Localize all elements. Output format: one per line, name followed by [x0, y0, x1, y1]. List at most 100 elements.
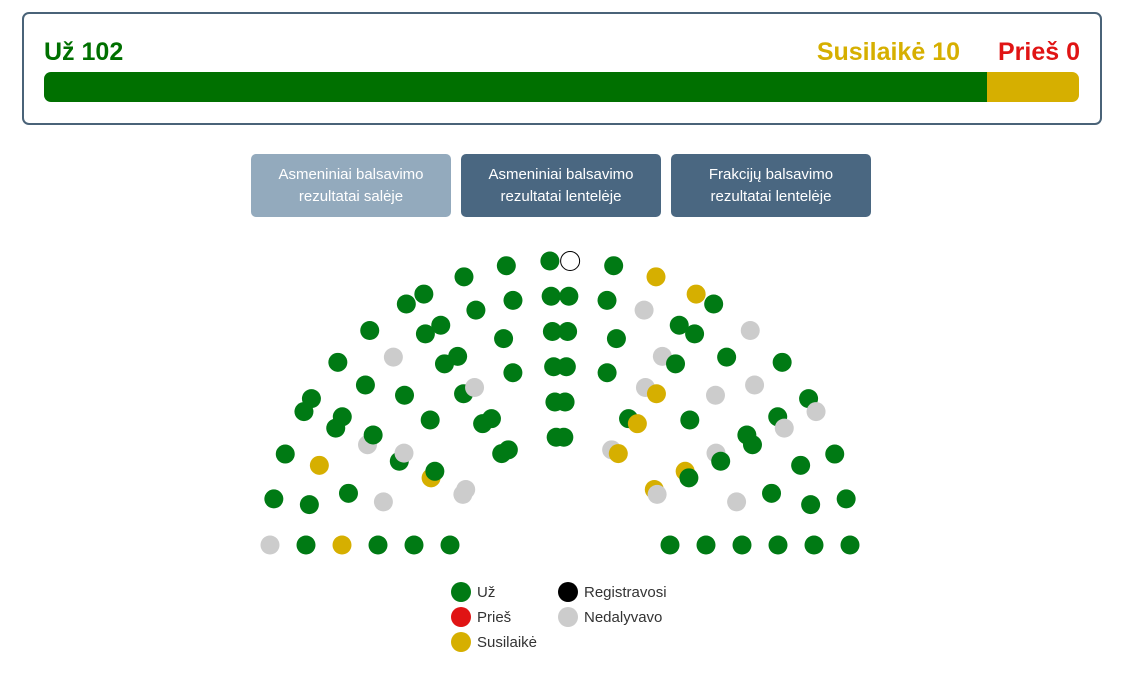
legend-swatch: [451, 607, 471, 627]
seat: [373, 492, 393, 512]
seat: [368, 535, 388, 555]
seat: [774, 418, 794, 438]
against-label: Prieš 0: [998, 38, 1080, 67]
seat: [299, 495, 319, 515]
legend-label: Registravosi: [584, 583, 667, 601]
seat: [383, 347, 403, 367]
seat: [804, 535, 824, 555]
legend-item: Susilaikė: [451, 632, 537, 652]
label: Prieš: [997, 38, 1060, 66]
legend-label: Nedalyvavo: [584, 608, 663, 626]
seat: [669, 315, 689, 335]
seat: [666, 354, 686, 374]
legend-swatch: [558, 582, 578, 602]
seat: [420, 410, 440, 430]
seat: [768, 535, 788, 555]
seat: [634, 300, 654, 320]
button[interactable]: Asmeniniai balsavimo rezultatai lentelėj…: [461, 154, 661, 217]
abstain-label: Susilaikė 10: [817, 38, 960, 67]
seat: [541, 286, 561, 306]
seat: [503, 290, 523, 310]
seat: [806, 402, 826, 422]
seat: [260, 535, 280, 555]
seat: [332, 407, 352, 427]
button[interactable]: Frakcijų balsavimo rezultatai lentelėje: [671, 154, 871, 217]
seat: [332, 535, 352, 555]
legend-swatch: [558, 607, 578, 627]
value: 10: [932, 38, 960, 66]
seat: [705, 385, 725, 405]
label: Susilaikė: [816, 38, 926, 66]
seat: [647, 484, 667, 504]
seat: [503, 363, 523, 383]
bar-segment: [986, 72, 1079, 102]
seat: [494, 329, 514, 349]
seat: [414, 284, 434, 304]
seat: [836, 489, 856, 509]
seat: [556, 357, 576, 377]
seat: [481, 409, 501, 429]
seat: [745, 375, 765, 395]
seat: [597, 290, 617, 310]
seat: [627, 414, 647, 434]
seat: [394, 443, 414, 463]
seat: [431, 315, 451, 335]
bar-segment: [44, 72, 987, 102]
seat: [685, 324, 705, 344]
seat: [396, 294, 416, 314]
seat: [466, 300, 486, 320]
seat: [338, 483, 358, 503]
seat: [680, 410, 700, 430]
legend-item: Registravosi: [558, 582, 667, 602]
seat: [560, 250, 581, 271]
seat: [360, 321, 380, 341]
value: 0: [1066, 38, 1080, 66]
seat: [772, 352, 792, 372]
legend-label: Susilaikė: [477, 633, 538, 651]
seat: [604, 256, 624, 276]
seat: [732, 535, 752, 555]
label: Už: [44, 38, 75, 66]
seat: [606, 329, 626, 349]
seat: [440, 535, 460, 555]
seat: [454, 267, 474, 287]
legend-item: Prieš: [451, 607, 511, 627]
legend-swatch: [451, 582, 471, 602]
seat: [309, 455, 329, 475]
seat: [597, 363, 617, 383]
seat: [301, 389, 321, 409]
seat: [542, 321, 562, 341]
seat: [425, 461, 445, 481]
seat: [704, 294, 724, 314]
value: 102: [81, 38, 124, 66]
button[interactable]: Asmeniniai balsavimo rezultatai salėje: [251, 154, 451, 217]
legend-label: Už: [477, 583, 496, 601]
for-label: Už 102: [44, 38, 123, 67]
seat: [456, 479, 476, 499]
vote-bar: [44, 72, 1079, 102]
legend-item: Nedalyvavo: [558, 607, 662, 627]
seat: [840, 535, 860, 555]
summary-box: Už 102 Susilaikė 10 Prieš 0: [22, 12, 1102, 125]
seat: [711, 451, 731, 471]
seat: [415, 324, 435, 344]
seat-chart: [260, 250, 860, 555]
seat: [448, 346, 468, 366]
seat: [404, 535, 424, 555]
seat: [363, 425, 383, 445]
seat: [660, 535, 680, 555]
seat: [740, 321, 760, 341]
seat: [825, 444, 845, 464]
seat: [465, 378, 485, 398]
legend-swatch: [451, 632, 471, 652]
seat: [498, 440, 518, 460]
seat: [355, 375, 375, 395]
seat: [608, 444, 628, 464]
seat: [395, 385, 415, 405]
seat: [646, 267, 666, 287]
seat: [679, 468, 699, 488]
seat: [540, 251, 560, 271]
seat: [559, 286, 579, 306]
legend-label: Prieš: [477, 608, 512, 626]
seat: [801, 495, 821, 515]
